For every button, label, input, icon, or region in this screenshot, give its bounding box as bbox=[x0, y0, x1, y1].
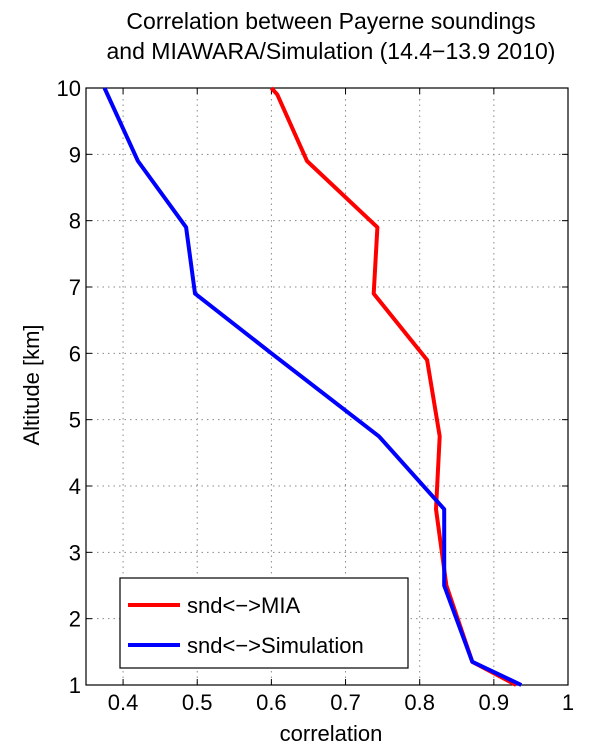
y-axis-label: Altitude [km] bbox=[19, 324, 44, 445]
x-tick-label: 0.4 bbox=[108, 690, 139, 715]
series-line-1 bbox=[102, 87, 523, 687]
x-tick-label: 0.5 bbox=[182, 690, 213, 715]
grid bbox=[86, 88, 568, 685]
y-tick-label: 2 bbox=[69, 607, 81, 632]
y-tick-label: 5 bbox=[69, 408, 81, 433]
y-tick-label: 6 bbox=[69, 341, 81, 366]
legend-label-mia: snd<−>MIA bbox=[187, 593, 300, 618]
axis-ticks bbox=[86, 87, 569, 686]
y-tick-label: 3 bbox=[69, 540, 81, 565]
x-axis-tick-labels: 0.4 0.5 0.6 0.7 0.8 0.9 1 bbox=[108, 690, 574, 715]
y-tick-label: 10 bbox=[57, 76, 81, 101]
plot-area-frame bbox=[85, 87, 569, 686]
chart-title-line-2: and MIAWARA/Simulation (14.4−13.9 2010) bbox=[107, 38, 556, 64]
x-tick-label: 0.8 bbox=[404, 690, 435, 715]
chart-title-line-1: Correlation between Payerne soundings bbox=[126, 8, 535, 34]
y-tick-label: 8 bbox=[69, 209, 81, 234]
x-tick-label: 0.9 bbox=[479, 690, 510, 715]
y-axis-tick-labels: 1 2 3 4 5 6 7 8 9 10 bbox=[57, 76, 81, 698]
y-tick-label: 4 bbox=[69, 474, 81, 499]
data-series bbox=[102, 86, 523, 687]
y-tick-label: 1 bbox=[69, 673, 81, 698]
y-tick-label: 9 bbox=[69, 142, 81, 167]
legend-label-simulation: snd<−>Simulation bbox=[187, 633, 364, 658]
legend-box bbox=[119, 577, 409, 669]
x-tick-label: 0.6 bbox=[256, 690, 287, 715]
y-tick-label: 7 bbox=[69, 275, 81, 300]
x-tick-label: 1 bbox=[562, 690, 574, 715]
legend: snd<−>MIA snd<−>Simulation bbox=[119, 577, 409, 669]
x-axis-label: correlation bbox=[280, 721, 383, 746]
x-tick-label: 0.7 bbox=[330, 690, 361, 715]
